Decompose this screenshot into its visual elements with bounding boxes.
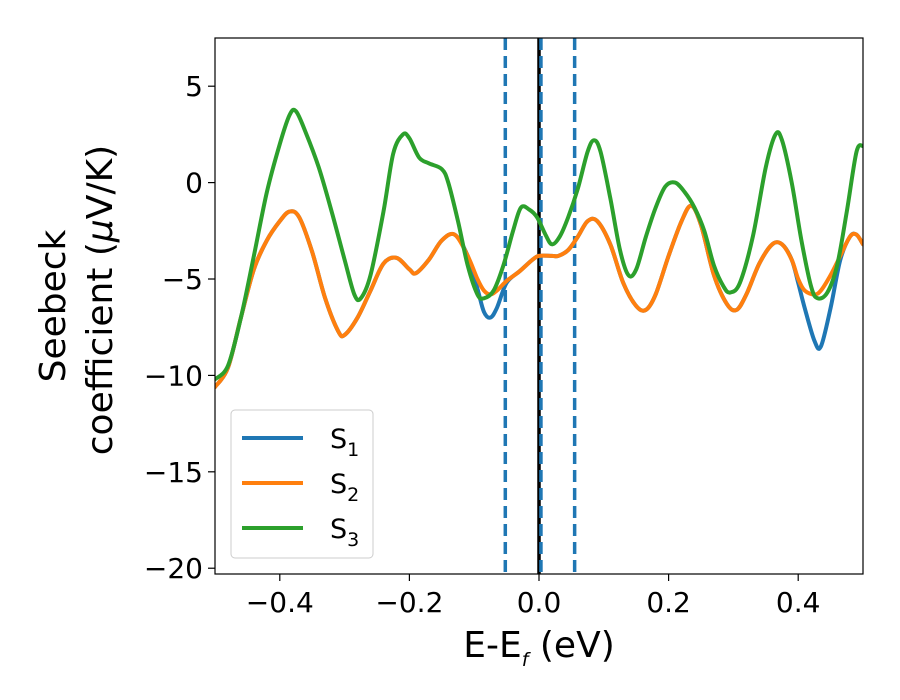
y-axis-label-line2: coefficient (μV/K) — [80, 145, 121, 455]
y-tick-label: 5 — [185, 70, 203, 103]
axis-ticks: −0.4 −0.2 0.0 0.2 0.4 5 0 −5 −10 −15 −20 — [144, 70, 821, 619]
x-tick-label: 0.4 — [776, 586, 821, 619]
axes-frame — [214, 37, 864, 575]
x-tick-label: 0.2 — [646, 586, 691, 619]
x-tick-label: −0.4 — [246, 586, 314, 619]
y-tick-label: −10 — [144, 359, 203, 392]
x-tick-label: −0.2 — [375, 586, 443, 619]
legend-label-s3: S3 — [330, 514, 359, 551]
legend: S1 S2 S3 — [230, 409, 374, 559]
plot-frame — [214, 37, 864, 575]
x-axis-label: E-Ef (eV) — [463, 625, 615, 671]
legend-label-s2: S2 — [330, 469, 359, 506]
series-line-s2 — [215, 203, 863, 389]
series-line-s3 — [215, 107, 863, 382]
plot-area — [215, 38, 863, 574]
y-tick-label: −15 — [144, 456, 203, 489]
y-axis-label-line1: Seebeck — [33, 229, 74, 382]
x-tick-label: 0.0 — [517, 586, 562, 619]
y-tick-label: −20 — [144, 552, 203, 585]
legend-label-s1: S1 — [330, 424, 359, 461]
y-tick-label: 0 — [185, 167, 203, 200]
y-tick-label: −5 — [162, 263, 203, 296]
